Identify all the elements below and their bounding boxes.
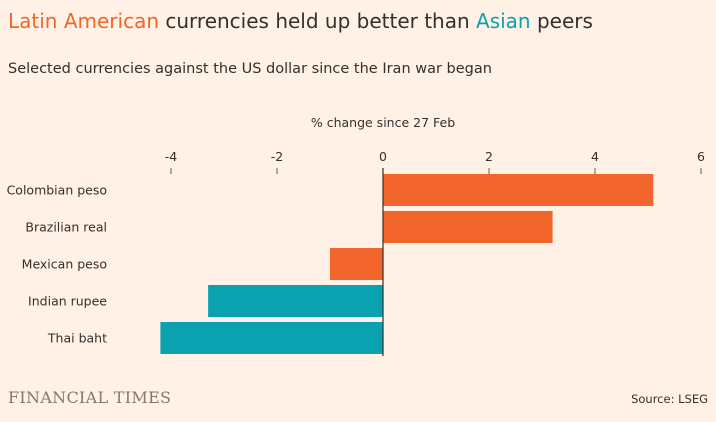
chart-subtitle: Selected currencies against the US dolla… [8, 61, 492, 77]
category-label: Mexican peso [22, 257, 107, 272]
bar-mexican-peso [330, 248, 383, 280]
title-highlight-asian: Asian [476, 9, 531, 33]
x-tick-label: -4 [165, 149, 178, 164]
category-label: Brazilian real [25, 220, 107, 235]
category-label: Colombian peso [7, 183, 107, 198]
x-axis-title: % change since 27 Feb [310, 115, 456, 130]
bar-brazilian-real [383, 211, 553, 243]
category-label: Thai baht [47, 331, 107, 346]
brand-logo-text: FINANCIAL TIMES [8, 388, 172, 407]
x-tick-label: 4 [591, 149, 599, 164]
title-end: peers [530, 9, 593, 33]
bar-thai-baht [160, 322, 383, 354]
bar-colombian-peso [383, 174, 654, 206]
category-label: Indian rupee [28, 294, 107, 309]
x-tick-label: 2 [485, 149, 493, 164]
x-tick-label: -2 [271, 149, 283, 164]
title-middle: currencies held up better than [159, 9, 477, 33]
chart-title: Latin American currencies held up better… [8, 8, 593, 34]
title-highlight-latin-american: Latin American [8, 9, 160, 33]
x-tick-label: 6 [697, 149, 705, 164]
source-note: Source: LSEG [631, 392, 708, 406]
bar-indian-rupee [208, 285, 383, 317]
x-tick-label: 0 [379, 149, 387, 164]
